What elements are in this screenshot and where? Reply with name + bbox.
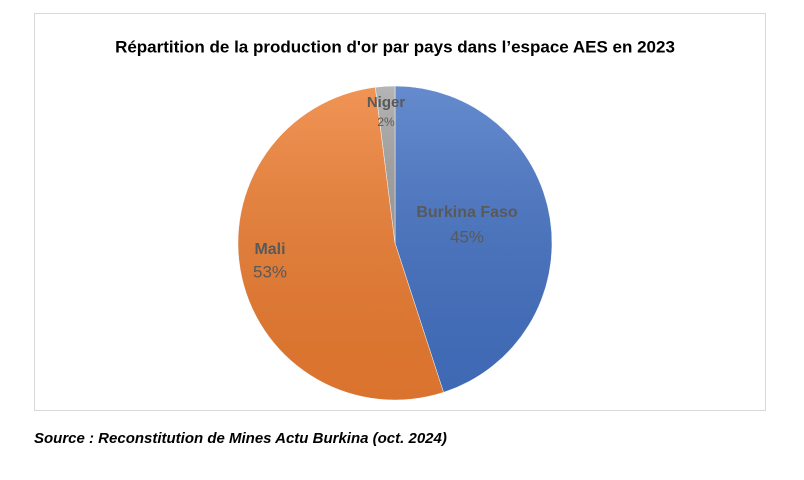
value-label: 45% [450, 227, 484, 246]
category-label: Burkina Faso [416, 204, 518, 221]
source-note: Source : Reconstitution de Mines Actu Bu… [34, 430, 447, 447]
chart-title: Répartition de la production d'or par pa… [115, 37, 675, 56]
value-label: 53% [253, 262, 287, 281]
category-label: Niger [367, 94, 406, 111]
slice-shade [395, 86, 553, 393]
value-label: 2% [377, 115, 395, 129]
category-label: Mali [254, 241, 285, 258]
slice-shade [375, 86, 395, 243]
slice-shade [238, 87, 444, 401]
